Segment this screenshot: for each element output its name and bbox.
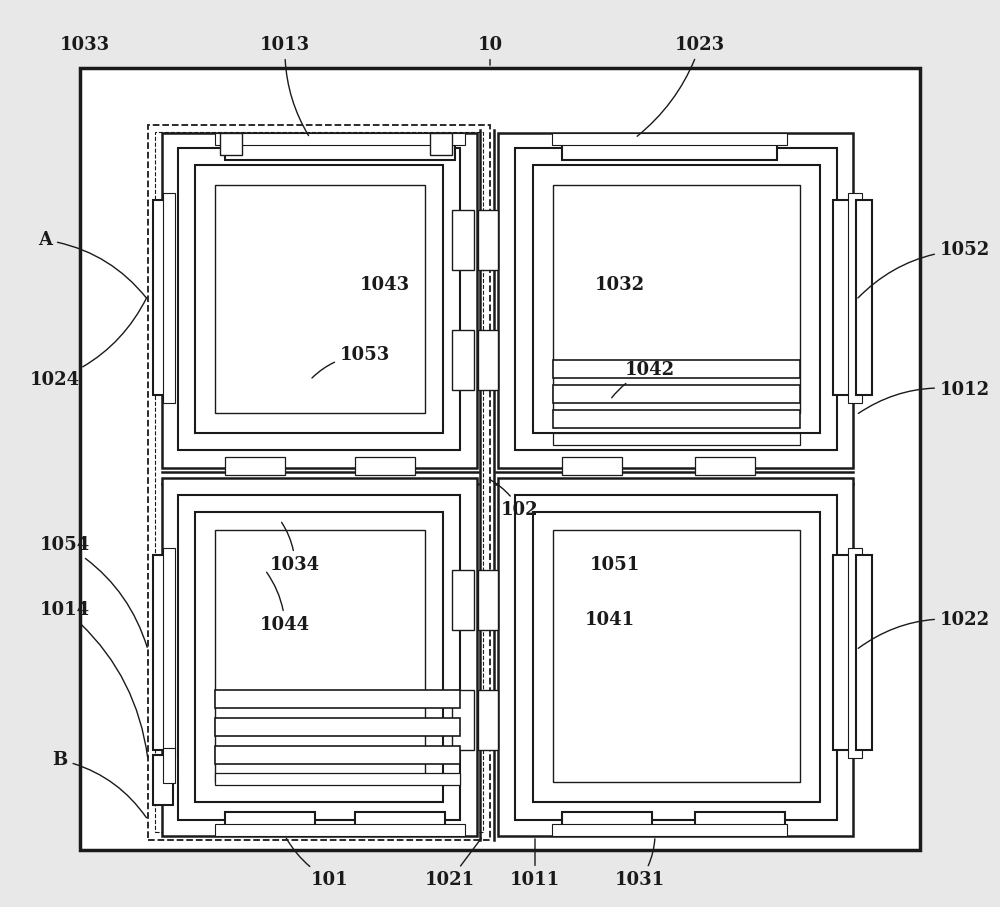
Bar [553, 385, 800, 403]
Text: 101: 101 [286, 838, 349, 889]
Text: A: A [38, 231, 146, 297]
Bar [452, 690, 474, 750]
Text: 1044: 1044 [260, 572, 310, 634]
Bar [498, 478, 853, 836]
Bar [552, 824, 787, 836]
Bar [215, 718, 460, 736]
Text: 1031: 1031 [615, 839, 665, 889]
Bar [856, 555, 872, 750]
Bar [215, 530, 425, 782]
Bar [478, 210, 498, 270]
Bar [355, 457, 415, 475]
Bar [478, 690, 498, 750]
Bar [856, 200, 872, 395]
Bar [215, 185, 425, 413]
Bar [215, 690, 460, 708]
Text: 1012: 1012 [858, 381, 990, 414]
Bar [515, 148, 837, 450]
Bar [562, 457, 622, 475]
Text: 1052: 1052 [858, 241, 990, 298]
Bar [553, 530, 800, 782]
Bar [225, 138, 455, 160]
Bar [215, 824, 465, 836]
Bar [515, 495, 837, 820]
Bar [225, 812, 315, 834]
Text: 1011: 1011 [510, 839, 560, 889]
Bar [553, 433, 800, 445]
Bar [695, 457, 755, 475]
Bar [848, 193, 862, 403]
Text: 1013: 1013 [260, 36, 310, 136]
Bar [220, 133, 242, 155]
Bar [478, 330, 498, 390]
Bar [162, 133, 477, 468]
Bar [163, 193, 175, 403]
Bar [562, 812, 652, 834]
Text: 1042: 1042 [612, 361, 675, 398]
Bar [848, 548, 862, 758]
Text: 1034: 1034 [270, 522, 320, 574]
Bar [553, 185, 800, 413]
Bar [833, 200, 855, 395]
Bar [533, 165, 820, 433]
Text: B: B [52, 751, 146, 818]
Bar [833, 555, 855, 750]
Text: 1051: 1051 [590, 556, 640, 574]
Bar [153, 555, 173, 750]
Bar [430, 133, 452, 155]
Bar [178, 148, 460, 450]
Text: 1014: 1014 [40, 601, 148, 757]
Text: 1033: 1033 [60, 36, 110, 54]
Bar [163, 748, 175, 783]
Bar [163, 548, 175, 758]
Bar [553, 360, 800, 378]
Bar [195, 165, 443, 433]
Bar [178, 495, 460, 820]
Bar [533, 512, 820, 802]
Text: 1022: 1022 [858, 611, 990, 649]
Bar [153, 755, 173, 805]
Bar [215, 133, 465, 145]
Bar [148, 125, 490, 840]
Bar [478, 570, 498, 630]
Text: 1023: 1023 [637, 36, 725, 136]
Bar [80, 68, 920, 850]
Bar [452, 330, 474, 390]
Bar [215, 773, 460, 785]
Text: 1024: 1024 [30, 297, 147, 389]
Bar [155, 132, 483, 832]
Text: 1043: 1043 [360, 276, 410, 294]
Bar [153, 200, 173, 395]
Bar [355, 812, 445, 834]
Bar [498, 133, 853, 468]
Text: 1054: 1054 [40, 536, 147, 648]
Text: 1053: 1053 [312, 346, 390, 378]
Text: 102: 102 [489, 479, 539, 519]
Text: 1032: 1032 [595, 276, 645, 294]
Bar [452, 210, 474, 270]
Text: 1021: 1021 [425, 838, 481, 889]
Bar [225, 457, 285, 475]
Bar [162, 478, 477, 836]
Bar [552, 133, 787, 145]
Bar [695, 812, 785, 834]
Bar [452, 570, 474, 630]
Bar [553, 410, 800, 428]
Text: 10: 10 [477, 36, 503, 65]
Bar [195, 512, 443, 802]
Text: 1041: 1041 [585, 611, 635, 629]
Bar [215, 746, 460, 764]
Bar [562, 138, 777, 160]
